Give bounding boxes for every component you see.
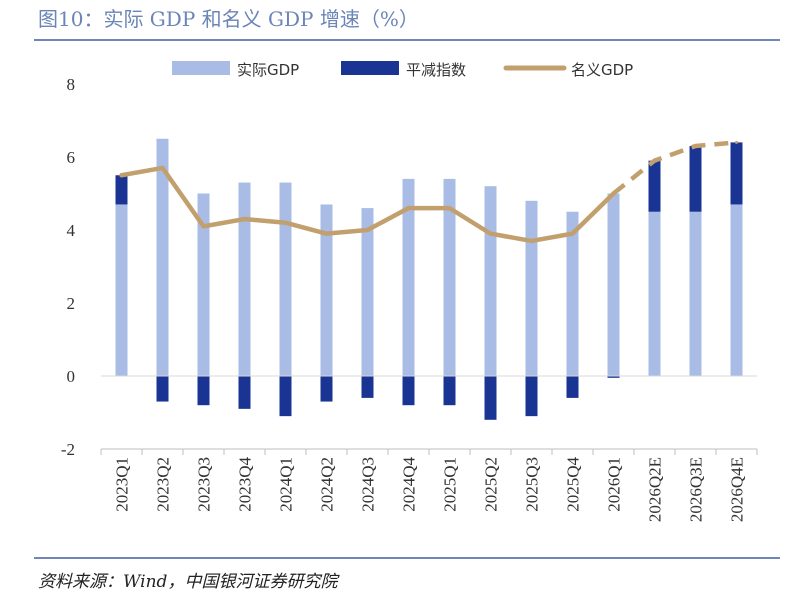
y-tick-label: 2 — [67, 294, 76, 313]
x-tick-label: 2024Q1 — [277, 457, 296, 512]
x-tick-label: 2024Q4 — [400, 457, 419, 512]
plot-area — [101, 138, 757, 420]
deflator-bar — [648, 160, 661, 212]
legend-label-real: 实际GDP — [237, 61, 299, 79]
x-tick-label: 2023Q1 — [113, 457, 132, 512]
nominal-gdp-point — [653, 159, 656, 163]
legend-label-deflator: 平减指数 — [406, 61, 466, 79]
nominal-gdp-forecast-line — [612, 140, 737, 196]
real-gdp-bar — [279, 182, 292, 376]
x-tick-label: 2025Q1 — [441, 457, 460, 512]
y-tick-label: 8 — [67, 75, 76, 94]
y-tick-label: 4 — [67, 221, 76, 240]
y-tick-label: -2 — [61, 440, 75, 459]
x-tick-label: 2023Q2 — [154, 457, 173, 512]
nominal-gdp-point — [120, 173, 123, 177]
nominal-gdp-point — [489, 232, 492, 236]
nominal-gdp-point — [448, 206, 451, 210]
x-tick-label: 2024Q2 — [318, 457, 337, 512]
source-note: 资料来源：Wind，中国银河证券研究院 — [38, 572, 338, 592]
nominal-gdp-point — [161, 166, 164, 170]
real-gdp-bar — [197, 193, 210, 376]
x-axis: 2023Q1 2023Q2 2023Q3 2023Q4 2024Q1 2024Q2 2024… — [100, 448, 758, 522]
nominal-gdp-point — [571, 232, 574, 236]
real-gdp-bar — [115, 204, 128, 376]
deflator-bar — [566, 376, 579, 398]
deflator-bar — [156, 376, 169, 402]
nominal-gdp-point — [612, 192, 615, 195]
x-tick-label: 2025Q3 — [523, 457, 542, 512]
legend-swatch-real — [172, 61, 230, 75]
title-rule — [34, 39, 780, 41]
x-tick-label: 2026Q4E — [728, 457, 747, 522]
real-gdp-bar — [730, 204, 743, 376]
deflator-bar — [238, 376, 251, 409]
deflator-bar — [607, 376, 620, 378]
deflator-bar — [525, 376, 538, 417]
x-tick-label: 2025Q2 — [482, 457, 501, 512]
real-gdp-bar — [648, 211, 661, 376]
real-gdp-bar — [525, 200, 538, 376]
nominal-gdp-point — [366, 228, 369, 232]
deflator-bar — [730, 142, 743, 205]
real-gdp-bar — [607, 193, 620, 376]
nominal-gdp-point — [325, 232, 328, 236]
x-tick-label: 2026Q3E — [687, 457, 706, 522]
deflator-bar — [279, 376, 292, 417]
x-tick-label: 2026Q2E — [646, 457, 665, 522]
real-gdp-bar — [566, 211, 579, 376]
legend-swatch-deflator — [341, 61, 399, 75]
chart-legend: 实际GDP 平减指数 名义GDP — [172, 61, 633, 79]
x-tick-label: 2023Q4 — [236, 457, 255, 512]
source-rule — [34, 557, 780, 559]
nominal-gdp-point — [694, 144, 697, 148]
deflator-bar — [689, 146, 702, 212]
nominal-gdp-point — [530, 239, 533, 243]
y-tick-label: 0 — [67, 367, 76, 386]
real-gdp-bar — [402, 178, 415, 376]
deflator-bar — [320, 376, 333, 402]
deflator-bar — [443, 376, 456, 406]
y-tick-label: 6 — [67, 148, 76, 167]
nominal-gdp-point — [202, 224, 205, 228]
nominal-gdp-point — [284, 221, 287, 225]
x-tick-label: 2024Q3 — [359, 457, 378, 512]
deflator-bar — [115, 175, 128, 205]
deflator-bar — [484, 376, 497, 420]
legend-label-nominal: 名义GDP — [571, 61, 633, 79]
real-gdp-bar — [689, 211, 702, 376]
nominal-gdp-point — [243, 217, 246, 221]
real-gdp-bar — [156, 138, 169, 376]
real-gdp-bar — [238, 182, 251, 376]
nominal-gdp-point — [407, 206, 410, 210]
deflator-bar — [197, 376, 210, 406]
real-gdp-bar — [320, 204, 333, 376]
real-gdp-bar — [443, 178, 456, 376]
y-axis: 8 6 4 2 0 -2 — [61, 75, 76, 459]
x-tick-label: 2026Q1 — [605, 457, 624, 512]
deflator-bar — [402, 376, 415, 406]
deflator-bar — [361, 376, 374, 398]
real-gdp-bar — [361, 208, 374, 376]
real-gdp-bar — [484, 186, 497, 376]
x-tick-label: 2023Q3 — [195, 457, 214, 512]
nominal-gdp-point — [735, 140, 738, 144]
x-tick-label: 2025Q4 — [564, 457, 583, 512]
chart-title: 图10：实际 GDP 和名义 GDP 增速（%） — [38, 7, 419, 31]
